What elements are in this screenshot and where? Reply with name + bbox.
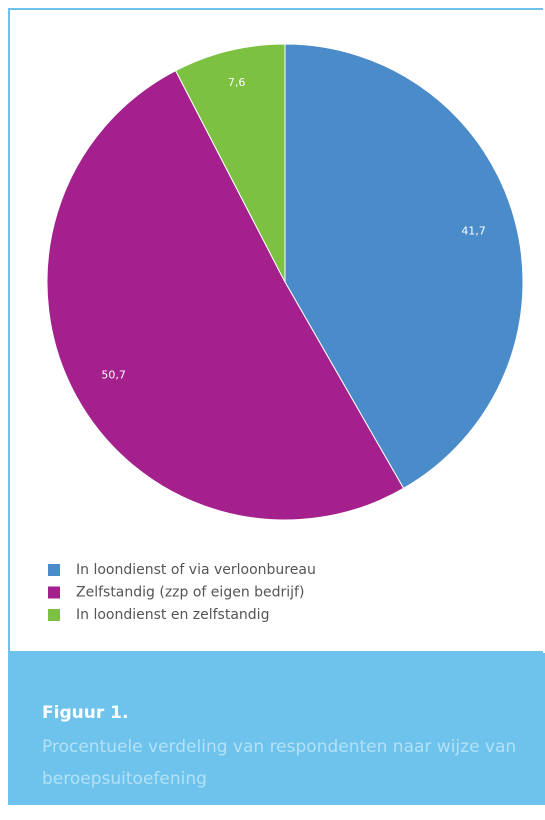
chart-subtitle: Procentuele verdeling van respondenten n… (42, 737, 517, 789)
legend-swatch (48, 586, 60, 599)
chart-panel (8, 8, 543, 653)
data-label: 7,6 (228, 76, 246, 89)
legend-label: Zelfstandig (zzp of eigen bedrijf) (76, 585, 304, 601)
pie-slice (174, 43, 286, 283)
caption-box: Figuur 1. Procentuele verdeling van resp… (8, 653, 545, 805)
data-label: 41,7 (461, 225, 486, 238)
legend-swatch (48, 609, 60, 621)
pie-slice (46, 69, 405, 521)
legend-label: In loondienst of via verloonbureau (76, 562, 316, 578)
chart-title: Figuur 1. (42, 703, 129, 723)
legend-label: In loondienst en zelfstandig (76, 607, 269, 623)
legend-swatch (48, 564, 60, 576)
pie-slice (284, 43, 524, 490)
data-label: 50,7 (101, 368, 126, 381)
chart: 41,7 50,7 7,6 In loondienst of via verloonb… (46, 43, 524, 623)
